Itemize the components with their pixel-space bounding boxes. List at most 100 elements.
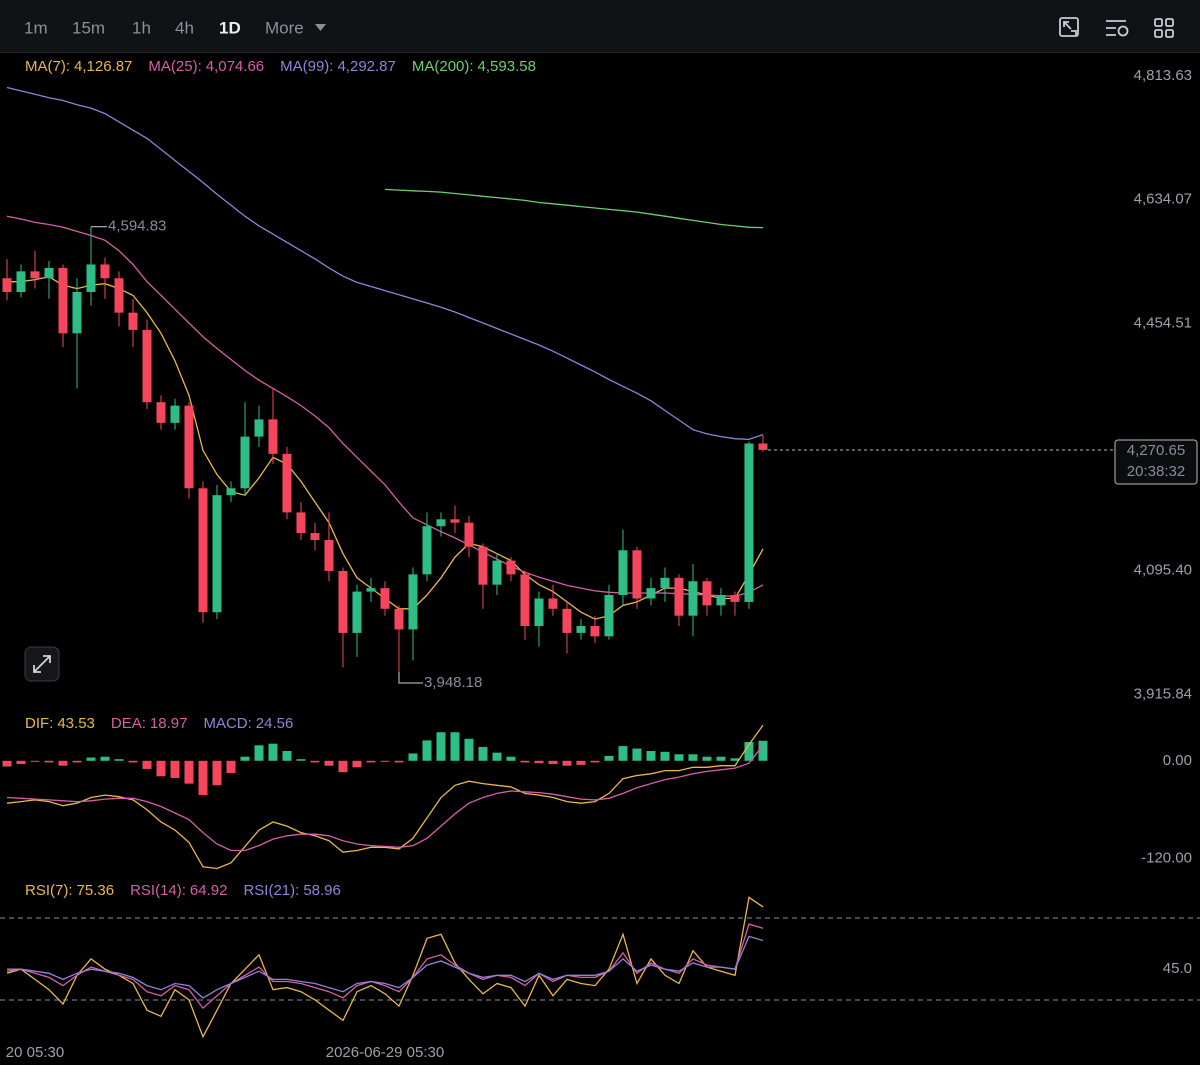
- candle-body: [100, 264, 110, 279]
- macd-bar: [170, 760, 180, 778]
- icon-part: [1063, 21, 1077, 36]
- legend-value: 4,593.58: [478, 58, 536, 75]
- legend-entry: MACD: 24.56: [203, 715, 293, 732]
- candle-body: [128, 312, 138, 330]
- legend-name: MA(25):: [148, 58, 201, 75]
- countdown-label: 20:38:32: [1127, 463, 1185, 480]
- macd-bar: [240, 756, 250, 761]
- macd-bar: [156, 760, 166, 777]
- candle-body: [408, 574, 418, 630]
- x-tick-label: 2026-06-29 05:30: [326, 1044, 444, 1061]
- candle-body: [2, 278, 12, 292]
- macd-bar: [254, 745, 264, 761]
- legend-entry: DEA: 18.97: [111, 715, 188, 732]
- indicator-line: [384, 188, 764, 229]
- macd-bar: [674, 754, 684, 761]
- macd-bar: [534, 760, 544, 764]
- macd-bar: [646, 751, 656, 761]
- icon-part: [1059, 17, 1079, 37]
- macd-bar: [268, 743, 278, 761]
- interval-button[interactable]: 4h: [175, 18, 194, 37]
- legend-entry: RSI(21): 58.96: [243, 882, 340, 899]
- dropdown-arrow: [315, 24, 326, 31]
- y-tick-label: -120.00: [1141, 850, 1192, 867]
- candle-body: [394, 608, 404, 630]
- layout-icon[interactable]: [1154, 18, 1174, 38]
- macd-bar: [394, 760, 404, 763]
- interval-button[interactable]: 1D: [219, 18, 241, 37]
- candle-body: [170, 405, 180, 423]
- candle-body: [548, 598, 558, 609]
- macd-bar: [366, 760, 376, 763]
- candle-body: [730, 595, 740, 602]
- min-price-label: 3,948.18: [424, 674, 482, 691]
- macd-bar: [16, 760, 26, 765]
- max-price-label: 4,594.83: [108, 218, 166, 235]
- candle-body: [450, 519, 460, 523]
- macd-bar: [128, 760, 138, 763]
- candle-body: [254, 419, 264, 437]
- candle-body: [436, 519, 446, 527]
- icon-part: [1106, 20, 1126, 36]
- interval-button[interactable]: 1m: [24, 18, 48, 37]
- candle-body: [310, 533, 320, 540]
- macd-bar: [58, 760, 68, 766]
- candle-body: [464, 522, 474, 547]
- interval-button[interactable]: 1h: [132, 18, 151, 37]
- interval-button[interactable]: 15m: [72, 18, 105, 37]
- y-tick-label: 4,813.63: [1134, 67, 1192, 84]
- legend-name: DIF:: [25, 715, 53, 732]
- macd-bar: [338, 760, 348, 773]
- legend-value: 4,126.87: [74, 58, 132, 75]
- candle-body: [492, 560, 502, 585]
- macd-bar: [730, 758, 740, 761]
- candle-body: [646, 588, 656, 599]
- macd-bar: [716, 756, 726, 761]
- candle-body: [16, 271, 26, 292]
- y-tick-label: 4,095.40: [1134, 562, 1192, 579]
- indicator-line: [7, 935, 764, 999]
- macd-bar: [632, 748, 642, 761]
- macd-bar: [520, 760, 530, 763]
- candle-body: [72, 291, 82, 334]
- legend-name: MA(200):: [412, 58, 474, 75]
- indicator-icon[interactable]: [1106, 20, 1129, 37]
- candle-body: [282, 453, 292, 513]
- candle-body: [268, 419, 278, 454]
- candle-body: [632, 550, 642, 599]
- macd-bar: [576, 760, 586, 765]
- candle-body: [86, 264, 96, 292]
- candle-body: [520, 574, 530, 627]
- x-tick-label: 20 05:30: [6, 1044, 64, 1061]
- candle-body: [198, 488, 208, 613]
- indicator-line: [6, 724, 764, 870]
- y-tick-label: 4,454.51: [1134, 314, 1192, 331]
- macd-bar: [310, 760, 320, 763]
- fullscreen-button[interactable]: [24, 646, 60, 682]
- y-tick-label: 3,915.84: [1134, 685, 1192, 702]
- candle-body: [716, 595, 726, 606]
- more-button[interactable]: More: [265, 18, 304, 37]
- candle-body: [296, 512, 306, 534]
- icon-part: [1165, 29, 1174, 38]
- macd-bar: [72, 760, 82, 763]
- last-price-label: 4,270.65: [1127, 442, 1185, 459]
- draw-tool-icon[interactable]: [1059, 17, 1079, 37]
- candle-body: [422, 526, 432, 575]
- macd-bar: [44, 760, 54, 763]
- candle-body: [562, 608, 572, 633]
- candle-body: [226, 488, 236, 496]
- y-tick-label: 4,634.07: [1134, 191, 1192, 208]
- macd-bar: [450, 732, 460, 761]
- candle-body: [44, 267, 54, 279]
- min-marker: [398, 672, 423, 684]
- macd-bar: [100, 756, 110, 761]
- indicator-line: [6, 215, 764, 598]
- legend-name: MACD:: [203, 715, 251, 732]
- macd-bar: [380, 760, 390, 762]
- macd-bar: [212, 760, 222, 786]
- macd-bar: [660, 751, 670, 761]
- icon-part: [1165, 18, 1174, 27]
- macd-bar: [604, 755, 614, 761]
- candle-body: [30, 271, 40, 279]
